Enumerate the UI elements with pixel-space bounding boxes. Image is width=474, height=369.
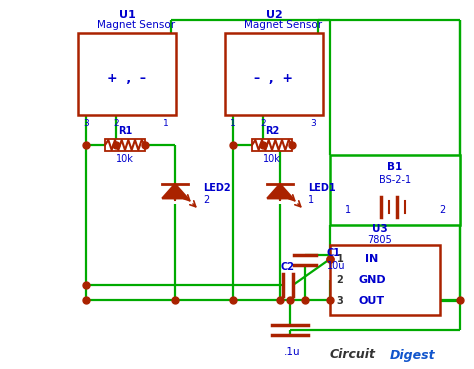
Text: 1: 1 xyxy=(345,205,351,215)
Text: IN: IN xyxy=(365,254,379,264)
Text: 7805: 7805 xyxy=(368,235,392,245)
Text: C1: C1 xyxy=(327,248,341,258)
Text: .1u: .1u xyxy=(283,347,301,357)
Text: GND: GND xyxy=(358,275,386,285)
Text: BS-2-1: BS-2-1 xyxy=(379,175,411,185)
Text: 2: 2 xyxy=(260,118,266,128)
Text: 3: 3 xyxy=(337,296,343,306)
Bar xyxy=(330,155,460,225)
Polygon shape xyxy=(267,184,293,199)
Text: 2: 2 xyxy=(337,275,343,285)
Text: 10u: 10u xyxy=(327,261,346,271)
Text: U2: U2 xyxy=(265,10,283,20)
Text: 3: 3 xyxy=(310,118,316,128)
Text: –  ,  +: – , + xyxy=(255,72,293,85)
Bar xyxy=(105,139,145,151)
Text: 1: 1 xyxy=(163,118,169,128)
Text: Magnet Sensor: Magnet Sensor xyxy=(97,20,175,30)
Text: 2: 2 xyxy=(113,118,119,128)
Text: 2: 2 xyxy=(203,195,209,205)
Text: U1: U1 xyxy=(118,10,136,20)
Text: C2: C2 xyxy=(281,262,295,272)
Text: R2: R2 xyxy=(265,126,279,136)
Text: Circuit: Circuit xyxy=(330,348,376,362)
Text: LED1: LED1 xyxy=(308,183,336,193)
Bar xyxy=(330,245,440,315)
Bar xyxy=(225,33,323,115)
Polygon shape xyxy=(162,184,188,199)
Text: 3: 3 xyxy=(83,118,89,128)
Text: B1: B1 xyxy=(387,162,402,172)
Text: 2: 2 xyxy=(439,205,445,215)
Text: OUT: OUT xyxy=(359,296,385,306)
Text: Magnet Sensor: Magnet Sensor xyxy=(244,20,322,30)
Text: LED2: LED2 xyxy=(203,183,231,193)
Text: +  ,  –: + , – xyxy=(108,72,146,85)
Bar xyxy=(252,139,292,151)
Text: 1: 1 xyxy=(230,118,236,128)
Text: U3: U3 xyxy=(372,224,388,234)
Text: 1: 1 xyxy=(337,254,343,264)
Text: R1: R1 xyxy=(118,126,132,136)
Text: 10k: 10k xyxy=(116,154,134,164)
Text: 1: 1 xyxy=(308,195,314,205)
Text: Digest: Digest xyxy=(390,348,436,362)
Bar xyxy=(78,33,176,115)
Text: 10k: 10k xyxy=(263,154,281,164)
